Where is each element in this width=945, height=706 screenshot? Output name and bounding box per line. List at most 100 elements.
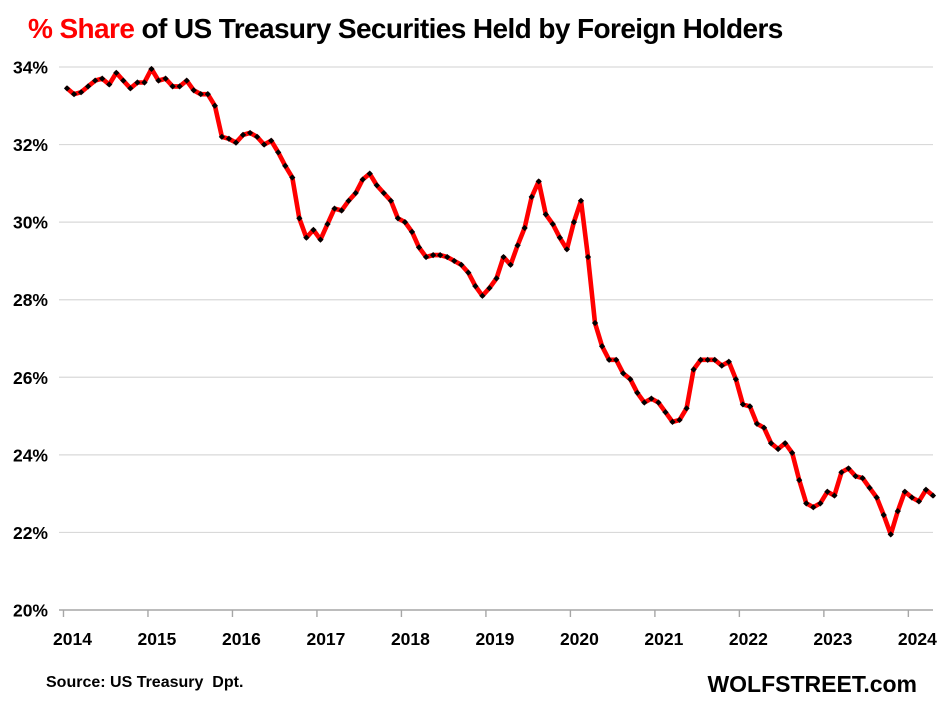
data-point-marker [451, 257, 458, 265]
data-point-marker [556, 234, 563, 241]
x-tick-label: 2015 [137, 629, 176, 649]
data-point-marker [591, 319, 599, 327]
x-tick-label: 2014 [53, 629, 92, 649]
data-point-marker [746, 403, 754, 410]
data-point-marker [922, 486, 930, 493]
data-point-marker [70, 91, 78, 98]
data-point-marker [866, 484, 873, 491]
data-point-marker [887, 531, 894, 538]
data-point-marker [775, 445, 782, 453]
chart-title-accent: % Share [28, 13, 135, 44]
data-point-marker [437, 252, 444, 259]
data-point-marker [514, 242, 521, 249]
data-point-marker [211, 102, 218, 109]
data-point-marker [394, 215, 402, 222]
data-point-marker [500, 253, 507, 261]
data-point-marker [63, 85, 71, 92]
data-point-marker [880, 511, 887, 519]
chart-title: % Share of US Treasury Securities Held b… [28, 13, 783, 45]
data-point-marker [296, 215, 303, 222]
data-point-marker [915, 498, 923, 505]
data-point-marker [408, 228, 416, 235]
data-point-marker [338, 207, 345, 214]
y-tick-label: 30% [13, 213, 48, 233]
data-point-marker [99, 75, 106, 82]
data-point-marker [810, 504, 817, 511]
data-point-marker [655, 399, 662, 406]
data-point-marker [113, 69, 120, 76]
data-point-marker [366, 170, 373, 177]
data-point-marker [817, 500, 824, 507]
data-point-marker [718, 362, 725, 369]
data-point-marker [134, 79, 141, 86]
data-point-marker [683, 405, 690, 412]
data-point-marker [528, 193, 535, 201]
data-point-marker [261, 141, 268, 148]
data-point-marker [831, 492, 838, 499]
data-line [64, 66, 936, 537]
data-point-marker [204, 91, 211, 98]
x-tick-label: 2020 [560, 629, 599, 649]
data-point-marker [570, 219, 578, 226]
data-point-marker [120, 77, 127, 84]
data-point-marker [648, 395, 655, 402]
data-point-marker [676, 416, 683, 424]
data-point-marker [268, 137, 275, 144]
data-point-marker [789, 449, 796, 457]
source-note: Source: US Treasury Dpt. [46, 674, 244, 691]
data-point-marker [92, 77, 99, 84]
data-point-marker [852, 473, 859, 480]
data-point-marker [239, 131, 247, 138]
data-point-marker [507, 261, 514, 268]
data-point-marker [542, 211, 549, 218]
data-point-marker [197, 91, 204, 98]
data-point-marker [690, 366, 697, 373]
data-point-marker [803, 500, 810, 507]
data-point-marker [838, 469, 845, 476]
data-point-marker [634, 389, 641, 396]
x-tick-label: 2023 [813, 629, 852, 649]
data-point-marker [796, 476, 803, 484]
data-point-marker [662, 409, 669, 416]
data-point-marker [493, 275, 500, 282]
data-point-marker [169, 83, 176, 90]
branding: WOLFSTREET.com [707, 671, 917, 697]
data-point-marker [190, 87, 197, 94]
y-tick-label: 28% [13, 290, 48, 310]
data-point-marker [148, 65, 155, 73]
data-point-marker [387, 197, 394, 204]
data-point-marker [225, 135, 233, 142]
data-point-marker [613, 356, 620, 363]
data-point-marker [352, 189, 359, 197]
data-point-marker [760, 424, 768, 431]
data-point-marker [725, 358, 732, 365]
data-point-marker [85, 83, 92, 90]
data-point-marker [380, 189, 387, 197]
data-point-marker [894, 507, 901, 515]
data-point-marker [479, 292, 486, 299]
data-point-marker [401, 219, 409, 226]
data-point-marker [824, 488, 831, 495]
data-point-marker [465, 269, 472, 276]
y-tick-label: 24% [13, 445, 48, 465]
data-point-marker [162, 75, 169, 82]
y-tick-label: 26% [13, 368, 48, 388]
data-point-marker [620, 370, 627, 377]
data-point-marker [669, 418, 676, 425]
data-point-marker [739, 401, 747, 408]
data-point-marker [929, 492, 937, 499]
data-point-marker [275, 149, 282, 156]
data-point-marker [331, 205, 338, 212]
data-point-marker [444, 253, 451, 261]
data-point-marker [127, 85, 134, 92]
y-tick-label: 32% [13, 135, 48, 155]
data-point-marker [246, 129, 254, 137]
data-point-marker [584, 253, 592, 261]
data-point-marker [415, 244, 423, 251]
data-point-marker [310, 226, 317, 233]
data-point-marker [598, 343, 606, 350]
data-point-marker [373, 182, 380, 189]
x-tick-label: 2024 [898, 629, 937, 649]
data-point-marker [317, 236, 324, 243]
x-tick-label: 2016 [222, 629, 261, 649]
